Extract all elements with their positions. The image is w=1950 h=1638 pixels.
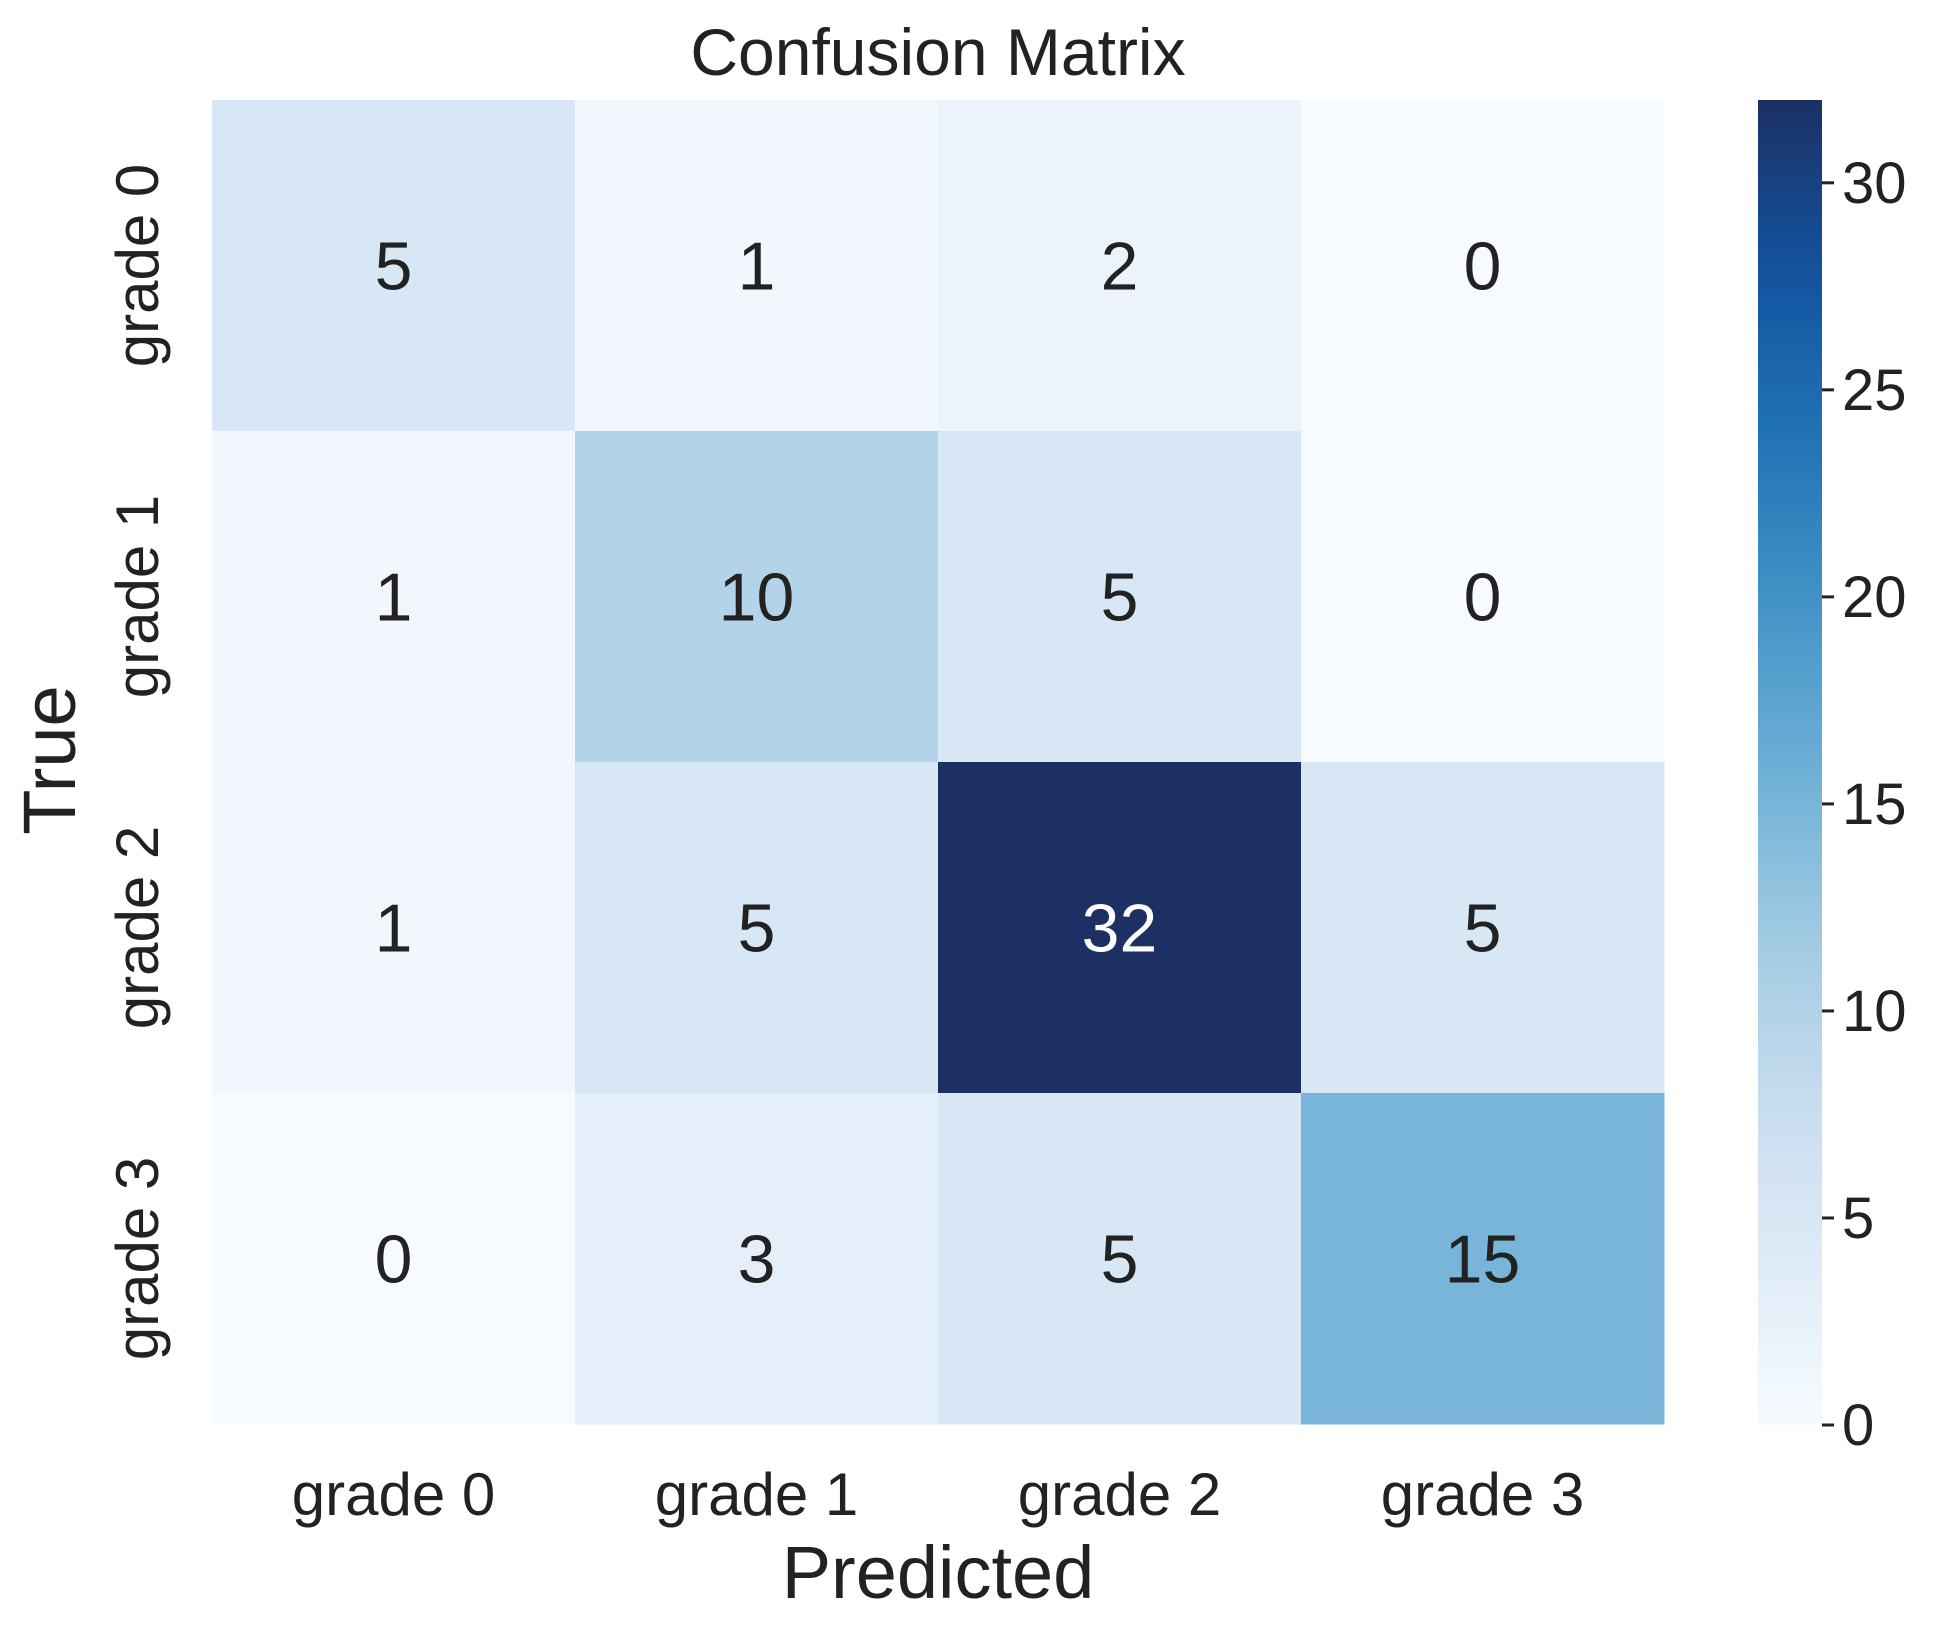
cell-value-r0-c2: 2 xyxy=(1101,229,1139,305)
heatmap-cell-r3-c1 xyxy=(575,1093,939,1425)
colorbar-tick-label-0: 0 xyxy=(1842,1393,1874,1458)
x-tick-label-3: grade 3 xyxy=(1381,1461,1585,1528)
heatmap-cell-r3-c3 xyxy=(1301,1093,1665,1425)
heatmap-cells xyxy=(212,100,1665,1425)
colorbar-tick-label-4: 20 xyxy=(1842,565,1907,630)
cell-value-r2-c3: 5 xyxy=(1464,891,1502,967)
cell-value-r1-c1: 10 xyxy=(719,560,795,636)
heatmap-cell-r1-c3 xyxy=(1301,431,1665,763)
colorbar-ticks: 0 5 10 15 20 25 30 xyxy=(1822,151,1907,1458)
cell-value-r1-c2: 5 xyxy=(1101,560,1139,636)
x-tick-label-0: grade 0 xyxy=(292,1461,496,1528)
heatmap-cell-r1-c0 xyxy=(212,431,576,763)
heatmap-cell-r0-c3 xyxy=(1301,100,1665,432)
heatmap-cell-r3-c0 xyxy=(212,1093,576,1425)
heatmap-cell-r0-c2 xyxy=(938,100,1302,432)
heatmap-cell-r1-c2 xyxy=(938,431,1302,763)
x-axis-tick-labels: grade 0 grade 1 grade 2 grade 3 xyxy=(292,1461,1585,1528)
colorbar-tick-label-6: 30 xyxy=(1842,151,1907,216)
cell-value-r2-c2: 32 xyxy=(1082,891,1158,967)
cell-value-r3-c0: 0 xyxy=(375,1222,413,1298)
y-axis-label: True xyxy=(8,685,91,834)
y-tick-label-0: grade 0 xyxy=(104,164,171,368)
chart-title: Confusion Matrix xyxy=(690,15,1185,89)
heatmap-cell-r2-c3 xyxy=(1301,762,1665,1094)
cell-value-r0-c3: 0 xyxy=(1464,229,1502,305)
colorbar-tick-label-3: 15 xyxy=(1842,772,1907,837)
y-tick-label-1: grade 1 xyxy=(104,495,171,699)
cell-value-labels: 5 1 2 01 10 5 01 5 32 50 3 5 15 xyxy=(375,229,1521,1298)
x-tick-label-1: grade 1 xyxy=(655,1461,859,1528)
y-tick-label-3: grade 3 xyxy=(104,1157,171,1361)
x-axis-label: Predicted xyxy=(782,1531,1095,1614)
colorbar xyxy=(1758,100,1822,1425)
heatmap-cell-r3-c2 xyxy=(938,1093,1302,1425)
cell-value-r2-c0: 1 xyxy=(375,891,413,967)
cell-value-r0-c1: 1 xyxy=(738,229,776,305)
cell-value-r2-c1: 5 xyxy=(738,891,776,967)
cell-value-r1-c0: 1 xyxy=(375,560,413,636)
heatmap-cell-r2-c1 xyxy=(575,762,939,1094)
cell-value-r0-c0: 5 xyxy=(375,229,413,305)
cell-value-r3-c3: 15 xyxy=(1445,1222,1521,1298)
y-tick-label-2: grade 2 xyxy=(104,826,171,1030)
heatmap-cell-r0-c0 xyxy=(212,100,576,432)
x-tick-label-2: grade 2 xyxy=(1018,1461,1222,1528)
heatmap-cell-r0-c1 xyxy=(575,100,939,432)
heatmap-cell-r2-c2 xyxy=(938,762,1302,1094)
heatmap-cell-r2-c0 xyxy=(212,762,576,1094)
cell-value-r3-c2: 5 xyxy=(1101,1222,1139,1298)
colorbar-tick-label-1: 5 xyxy=(1842,1186,1874,1251)
colorbar-tick-label-5: 25 xyxy=(1842,358,1907,423)
cell-value-r1-c3: 0 xyxy=(1464,560,1502,636)
cell-value-r3-c1: 3 xyxy=(738,1222,776,1298)
y-axis-tick-labels: grade 0 grade 1 grade 2 grade 3 xyxy=(104,164,171,1361)
heatmap-cell-r1-c1 xyxy=(575,431,939,763)
colorbar-tick-label-2: 10 xyxy=(1842,979,1907,1044)
